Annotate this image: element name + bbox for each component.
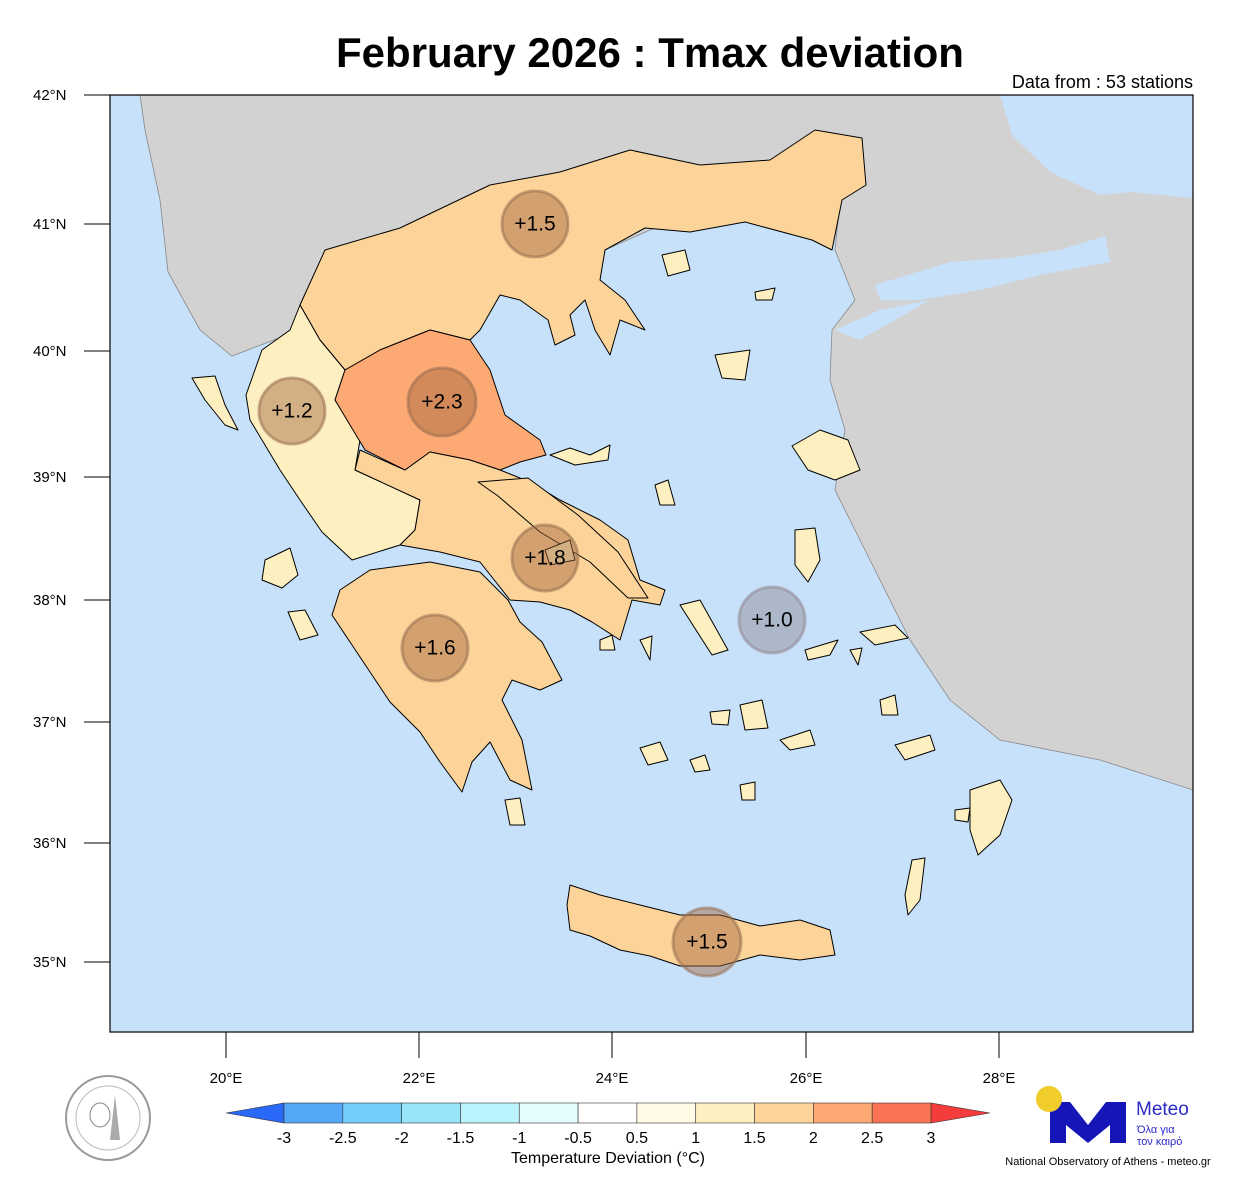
- latitude-axis: 42°N 41°N 40°N 39°N 38°N 37°N 36°N 35°N: [33, 87, 110, 971]
- lat-label: 41°N: [33, 216, 67, 233]
- colorbar-tick-label: 2.5: [861, 1130, 883, 1147]
- colorbar-tick-label: -2: [395, 1130, 409, 1147]
- lat-label: 37°N: [33, 714, 67, 731]
- station-value: +1.5: [514, 213, 555, 236]
- colorbar-tick-label: -1.5: [447, 1130, 475, 1147]
- longitude-axis: 20°E 22°E 24°E 26°E 28°E: [210, 1032, 1016, 1087]
- station-marker: +2.3: [406, 366, 478, 438]
- lat-label: 40°N: [33, 343, 67, 360]
- lat-label: 38°N: [33, 592, 67, 609]
- station-marker: +1.8: [510, 523, 580, 593]
- colorbar-tick-label: -2.5: [329, 1130, 357, 1147]
- colorbar-tick-label: -3: [277, 1130, 291, 1147]
- lon-label: 20°E: [210, 1070, 243, 1087]
- map-frame: [109, 94, 1194, 1033]
- observatory-seal-logo: [65, 1075, 151, 1161]
- page-title: February 2026 : Tmax deviation: [336, 29, 964, 76]
- station-value: +1.0: [751, 609, 792, 632]
- station-count: Data from : 53 stations: [1012, 72, 1193, 92]
- colorbar-tick-label: 0.5: [626, 1130, 648, 1147]
- colorbar-box: [401, 1102, 461, 1124]
- colorbar-box: [871, 1102, 932, 1124]
- colorbar-box: [460, 1102, 520, 1124]
- colorbar-box: [754, 1102, 814, 1124]
- island-crete: [566, 884, 836, 967]
- colorbar-high-triangle: [930, 1102, 991, 1124]
- meteo-tagline: Όλα για: [1136, 1124, 1175, 1136]
- colorbar-box: [283, 1102, 344, 1124]
- colorbar-box: [636, 1102, 697, 1124]
- colorbar-tick-label: 1: [691, 1130, 700, 1147]
- station-marker: +1.5: [671, 906, 743, 978]
- lat-label: 35°N: [33, 954, 67, 971]
- station-value: +1.2: [271, 400, 312, 423]
- islands: [191, 249, 1013, 916]
- lon-label: 22°E: [403, 1070, 436, 1087]
- station-value: +2.3: [421, 391, 462, 414]
- lon-label: 24°E: [596, 1070, 629, 1087]
- region-central-greece: [354, 449, 666, 641]
- lat-label: 36°N: [33, 835, 67, 852]
- colorbar-tick-label: -1: [512, 1130, 526, 1147]
- region-thessaly: [334, 329, 547, 471]
- station-marker: +1.0: [737, 585, 807, 655]
- station-marker: +1.5: [500, 189, 570, 259]
- colorbar-box: [577, 1102, 638, 1124]
- colorbar-box: [342, 1102, 402, 1124]
- colorbar-tick-label: -0.5: [564, 1130, 592, 1147]
- colorbar-low-triangle: [225, 1102, 285, 1124]
- lat-label: 39°N: [33, 469, 67, 486]
- colorbar: -3 -2.5 -2 -1.5 -1 -0.5 0.5 1 1.5 2 2.5 3 Temperatu…: [225, 1102, 991, 1167]
- colorbar-tick-label: 1.5: [743, 1130, 765, 1147]
- colorbar-tick-label: 2: [809, 1130, 818, 1147]
- meteo-tagline: τον καιρό: [1137, 1136, 1182, 1148]
- colorbar-label: Temperature Deviation (°C): [511, 1150, 705, 1167]
- meteo-logo: Meteo Όλα για τον καιρό National Observa…: [1005, 1086, 1211, 1168]
- station-marker: +1.2: [257, 376, 327, 446]
- colorbar-box: [695, 1102, 755, 1124]
- station-value: +1.6: [414, 637, 455, 660]
- region-macedonia-thrace: [299, 129, 867, 371]
- station-value: +1.5: [686, 931, 727, 954]
- island-evia: [477, 477, 649, 599]
- lon-label: 28°E: [983, 1070, 1016, 1087]
- credit-text: National Observatory of Athens - meteo.g…: [1005, 1156, 1211, 1168]
- station-marker: +1.6: [400, 613, 470, 683]
- lon-label: 26°E: [790, 1070, 823, 1087]
- gulf: [835, 300, 930, 340]
- colorbar-box: [518, 1102, 579, 1124]
- black-sea: [1000, 95, 1193, 198]
- region-peloponnese: [331, 561, 563, 793]
- lat-label: 42°N: [33, 87, 67, 104]
- colorbar-tick-label: 3: [927, 1130, 936, 1147]
- station-value: +1.8: [524, 547, 565, 570]
- map-area: +1.5 +2.3 +1.2 +1.8 +1.6 +1.0 +1.5: [109, 94, 1194, 1033]
- colorbar-box: [813, 1102, 873, 1124]
- station-markers: +1.5 +2.3 +1.2 +1.8 +1.6 +1.0 +1.5: [257, 189, 807, 978]
- meteo-brand: Meteo: [1136, 1099, 1189, 1120]
- sea-of-marmara: [875, 236, 1110, 300]
